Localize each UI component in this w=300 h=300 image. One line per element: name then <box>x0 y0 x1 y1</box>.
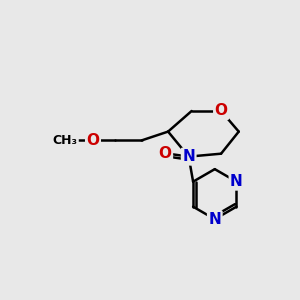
Text: O: O <box>214 103 228 118</box>
Text: O: O <box>86 133 100 148</box>
Text: O: O <box>159 146 172 161</box>
Text: N: N <box>208 212 221 227</box>
Text: N: N <box>182 149 195 164</box>
Text: CH₃: CH₃ <box>52 134 77 147</box>
Text: N: N <box>230 174 243 189</box>
